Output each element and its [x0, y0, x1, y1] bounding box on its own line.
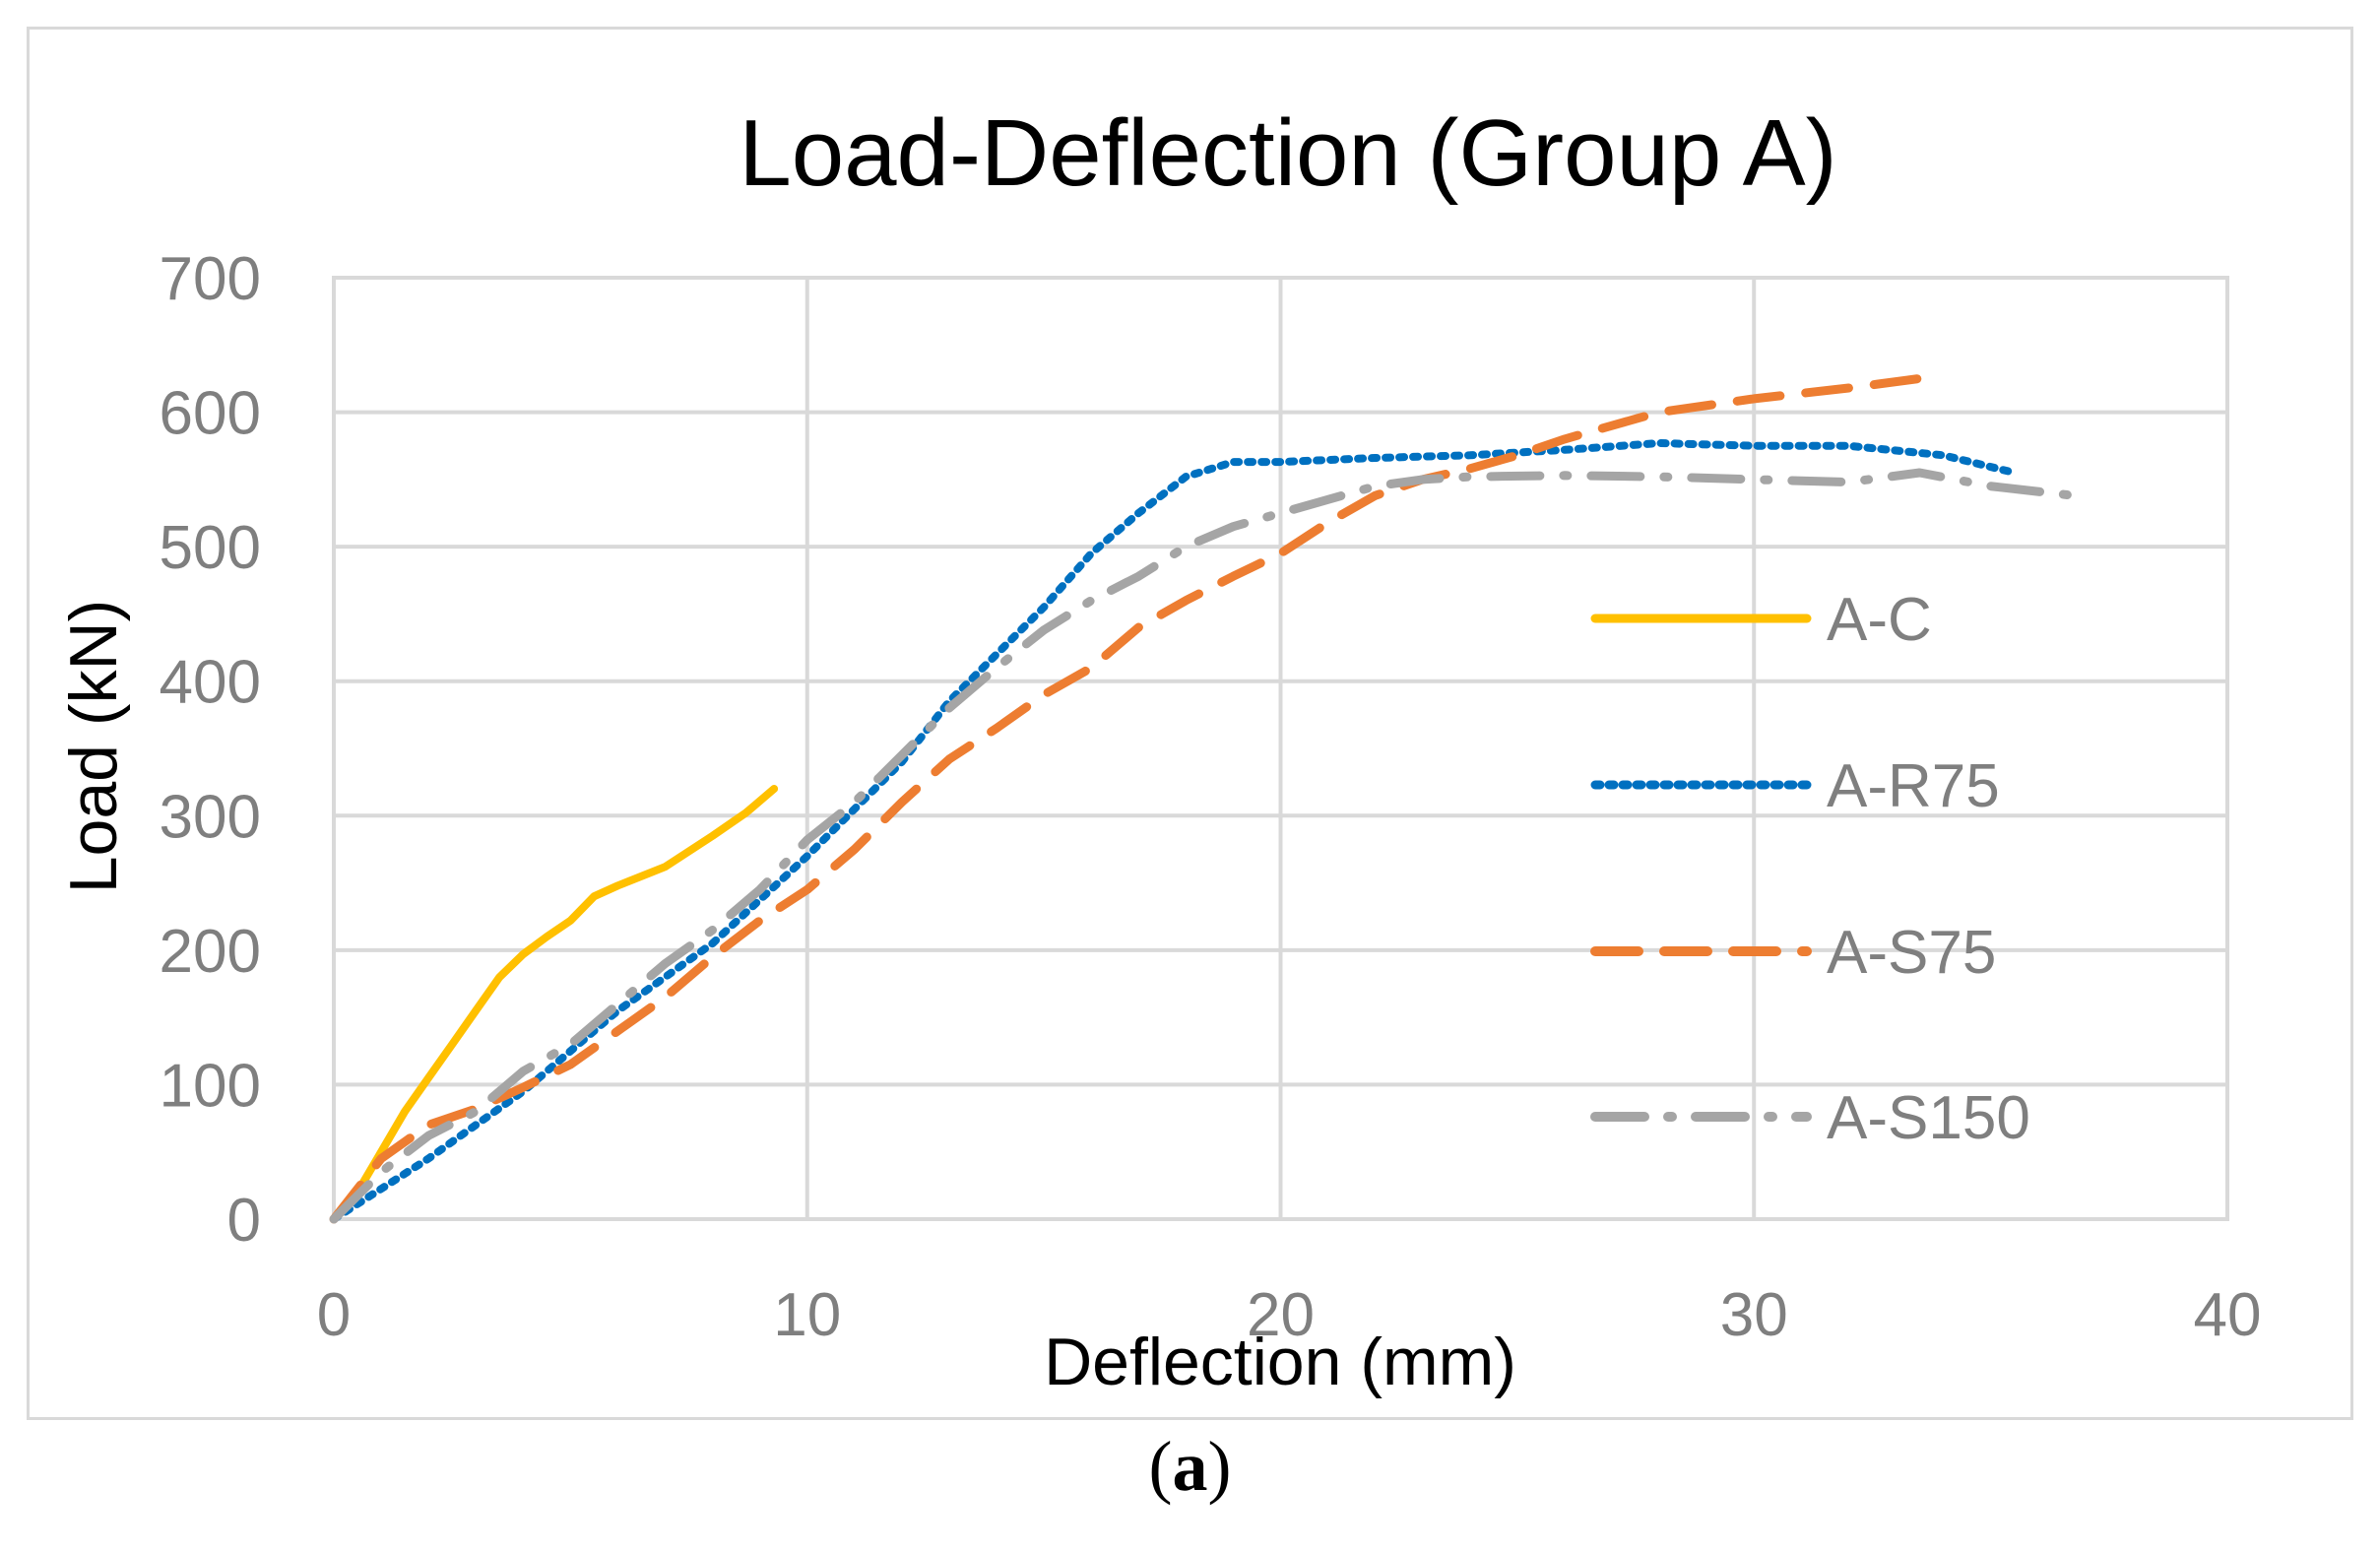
chart-frame — [27, 27, 2353, 1420]
caption-close: ) — [1207, 1427, 1232, 1506]
y-tick-label: 300 — [160, 783, 261, 851]
x-tick-label: 40 — [2194, 1281, 2262, 1349]
y-tick-label: 0 — [227, 1187, 261, 1255]
y-tick-label: 700 — [160, 245, 261, 313]
series-line-a-s75 — [329, 373, 1924, 1224]
y-axis-label: Load (kN) — [56, 600, 131, 894]
y-tick-label: 400 — [160, 649, 261, 717]
legend-label-a-s150: A-S150 — [1827, 1084, 2030, 1152]
plot-area-border — [332, 276, 2229, 1221]
x-tick-label: 30 — [1720, 1281, 1788, 1349]
grid-lines — [332, 276, 2229, 1221]
series-lines — [329, 373, 2091, 1224]
series-line-a-c — [330, 785, 779, 1223]
legend: A-C A-R75 A-S75 A-S150 — [1590, 586, 2030, 1152]
chart-title: Load-Deflection (Group A) — [739, 100, 1836, 206]
legend-label-a-r75: A-R75 — [1827, 752, 2000, 820]
caption-letter: a — [1172, 1427, 1208, 1506]
legend-label-a-s75: A-S75 — [1827, 919, 1996, 987]
tick-labels: 0 100 200 300 400 500 600 700 0 10 20 30 40 — [160, 245, 2262, 1349]
x-tick-label: 0 — [317, 1281, 351, 1349]
x-tick-label: 10 — [773, 1281, 841, 1349]
x-tick-label: 20 — [1247, 1281, 1315, 1349]
caption-open: ( — [1148, 1427, 1173, 1506]
y-tick-label: 600 — [160, 380, 261, 448]
x-axis-label: Deflection (mm) — [1044, 1325, 1516, 1399]
y-tick-label: 500 — [160, 514, 261, 582]
series-line-a-s150 — [329, 468, 2091, 1224]
y-tick-label: 100 — [160, 1052, 261, 1120]
figure-caption: (a) — [0, 1426, 2380, 1508]
legend-label-a-c: A-C — [1827, 586, 1932, 654]
series-line-a-r75 — [330, 439, 2019, 1223]
y-tick-label: 200 — [160, 918, 261, 986]
